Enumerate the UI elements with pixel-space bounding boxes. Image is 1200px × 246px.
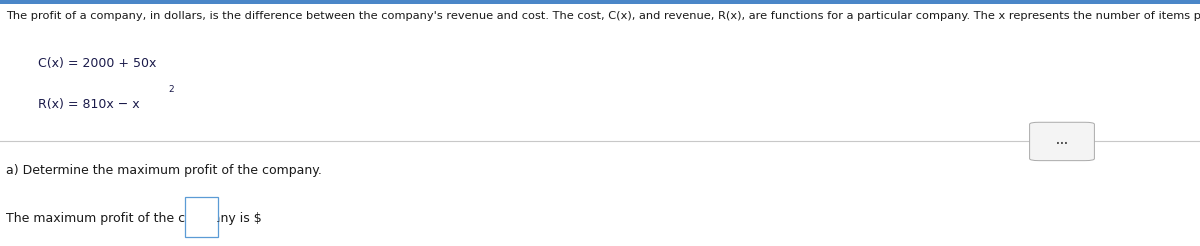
FancyBboxPatch shape (185, 197, 218, 237)
Text: The maximum profit of the company is $: The maximum profit of the company is $ (6, 212, 262, 225)
Text: a) Determine the maximum profit of the company.: a) Determine the maximum profit of the c… (6, 164, 322, 177)
Text: 2: 2 (168, 85, 174, 94)
Text: C(x) = 2000 + 50x: C(x) = 2000 + 50x (38, 57, 157, 70)
Text: ...: ... (1056, 137, 1068, 146)
Text: .: . (216, 212, 220, 225)
FancyBboxPatch shape (1030, 122, 1094, 161)
Text: R(x) = 810x − x: R(x) = 810x − x (38, 98, 140, 111)
FancyBboxPatch shape (0, 0, 1200, 4)
Text: The profit of a company, in dollars, is the difference between the company's rev: The profit of a company, in dollars, is … (6, 11, 1200, 21)
